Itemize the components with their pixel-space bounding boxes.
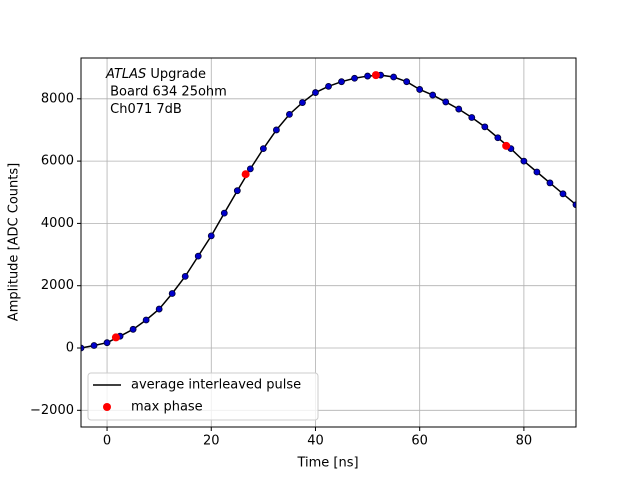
legend-box: [87, 372, 319, 421]
annotation-line: Board 634 25ohm: [106, 84, 227, 99]
x-tick-label: 40: [307, 434, 324, 449]
annotation-line: Upgrade: [146, 67, 206, 82]
annotation: Board 634 25ohm: [106, 84, 227, 99]
annotation-line: Ch071 7dB: [106, 102, 182, 117]
pulse-point: [468, 114, 476, 121]
x-tick-label: 60: [411, 434, 428, 449]
pulse-point: [246, 165, 254, 173]
pulse-point: [403, 78, 411, 86]
pulse-point: [364, 72, 371, 80]
pulse-point: [559, 190, 567, 198]
plot-area: [81, 71, 576, 352]
pulse-point: [220, 209, 228, 217]
legend-marker: [103, 403, 111, 411]
pulse-point: [429, 91, 437, 99]
max-phase-point: [111, 333, 120, 342]
pulse-point: [181, 272, 189, 280]
pulse-point: [572, 201, 576, 209]
annotation: ATLAS Upgrade: [105, 67, 206, 82]
max-phase-point: [502, 141, 511, 150]
pulse-point: [259, 145, 267, 153]
y-tick-label: 0: [66, 341, 74, 356]
pulse-point: [286, 110, 293, 118]
y-tick-label: 4000: [41, 216, 74, 231]
x-axis-label: Time [ns]: [296, 456, 358, 471]
x-tick-label: 80: [516, 434, 533, 449]
pulse-point: [312, 89, 319, 96]
pulse-point: [207, 232, 215, 240]
pulse-point: [442, 98, 450, 106]
legend-label: max phase: [131, 400, 203, 415]
y-tick-label: −2000: [30, 403, 74, 418]
pulse-point: [129, 325, 137, 333]
pulse-point: [233, 187, 241, 195]
y-tick-label: 2000: [41, 278, 74, 293]
pulse-point: [390, 73, 398, 81]
pulse-point: [81, 344, 85, 352]
pulse-point: [325, 82, 332, 90]
max-phase-point: [241, 170, 250, 179]
pulse-point: [455, 105, 463, 113]
pulse-point: [142, 316, 150, 324]
axes-frame: [80, 57, 577, 428]
y-axis-label: Amplitude [ADC Counts]: [7, 163, 22, 321]
annotation: Ch071 7dB: [106, 102, 182, 117]
pulse-point: [194, 252, 202, 260]
pulse-point: [494, 134, 502, 142]
pulse-point: [155, 305, 163, 313]
pulse-point: [168, 290, 176, 297]
pulse-point: [103, 339, 111, 347]
annotation-emphasis: ATLAS: [105, 67, 146, 82]
pulse-point: [90, 342, 98, 349]
pulse-point: [416, 86, 424, 93]
pulse-point: [338, 78, 345, 86]
pulse-point: [299, 99, 306, 106]
y-tick-label: 6000: [41, 154, 74, 169]
pulse-point: [520, 157, 528, 165]
pulse-point: [533, 168, 541, 176]
legend-label: average interleaved pulse: [131, 378, 301, 393]
x-tick-label: 20: [203, 434, 220, 449]
max-phase-point: [371, 71, 380, 80]
pulse-point: [351, 74, 358, 82]
pulse-point: [546, 179, 554, 187]
pulse-point: [272, 126, 280, 134]
pulse-point: [481, 123, 489, 131]
x-tick-label: 0: [103, 434, 111, 449]
y-tick-label: 8000: [41, 91, 74, 106]
